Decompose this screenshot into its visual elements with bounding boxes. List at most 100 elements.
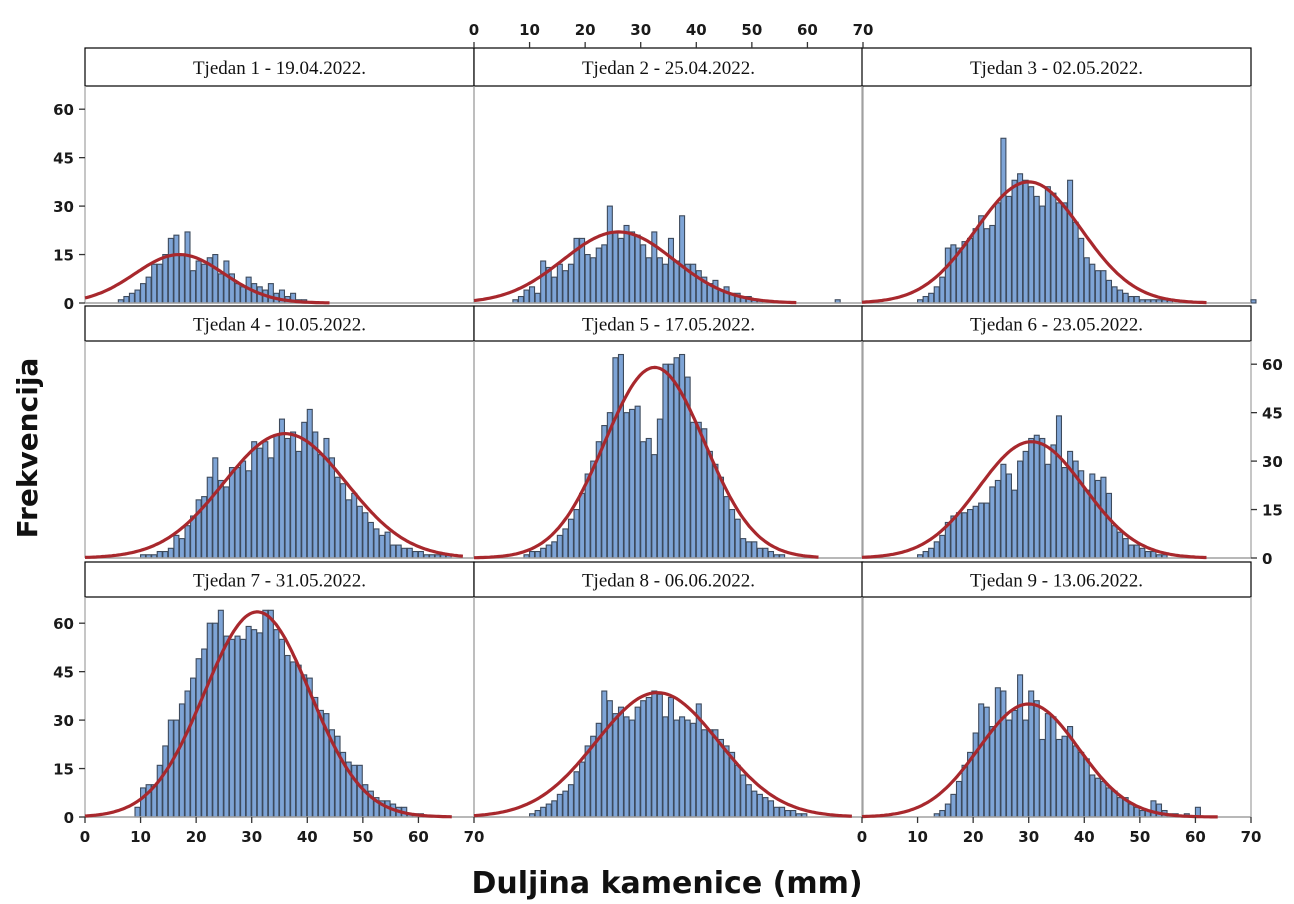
histogram-bar bbox=[201, 648, 208, 818]
histogram-bar bbox=[939, 809, 946, 818]
histogram-bar bbox=[1100, 476, 1107, 559]
histogram-bar bbox=[1111, 286, 1118, 304]
histogram-bar bbox=[228, 467, 236, 559]
histogram-bar bbox=[1133, 544, 1140, 559]
histogram-bar bbox=[1044, 463, 1051, 559]
histogram-bar bbox=[734, 764, 741, 818]
histogram-bar bbox=[961, 241, 968, 304]
histogram-bar bbox=[928, 292, 935, 304]
histogram-bar bbox=[684, 719, 691, 818]
histogram-bar bbox=[640, 441, 647, 559]
y-tick-label: 60 bbox=[53, 615, 74, 633]
histogram-bar bbox=[1033, 434, 1040, 559]
histogram-bar bbox=[961, 512, 968, 559]
histogram-bar bbox=[1033, 700, 1040, 818]
histogram-bar bbox=[290, 661, 297, 818]
histogram-bar bbox=[1061, 202, 1068, 304]
histogram-bar bbox=[284, 654, 291, 818]
histogram-bar bbox=[317, 454, 324, 559]
histogram-bar bbox=[1011, 179, 1018, 304]
histogram-bar bbox=[534, 809, 541, 818]
histogram-bar bbox=[756, 547, 763, 559]
histogram-bar bbox=[156, 263, 163, 304]
histogram-bar bbox=[944, 247, 951, 304]
histogram-bar bbox=[556, 793, 563, 818]
histogram-bar bbox=[190, 270, 197, 304]
histogram-bar bbox=[240, 638, 247, 818]
histogram-bar bbox=[1044, 186, 1051, 304]
x-tick-label: 30 bbox=[1018, 828, 1039, 846]
histogram-bar bbox=[173, 719, 180, 818]
y-tick-label: 30 bbox=[53, 712, 74, 730]
histogram-bar bbox=[1028, 690, 1035, 818]
histogram-bar bbox=[734, 518, 741, 559]
histogram-bar bbox=[190, 677, 197, 818]
histogram-bar bbox=[706, 729, 713, 818]
panel-title: Tjedan 8 - 06.06.2022. bbox=[582, 571, 755, 592]
histogram-bar bbox=[345, 499, 352, 559]
panel-title-box bbox=[861, 47, 1252, 87]
histogram-bar bbox=[656, 418, 663, 559]
histogram-bar bbox=[140, 787, 147, 818]
histogram-bar bbox=[751, 541, 758, 559]
histogram-bar bbox=[1011, 489, 1018, 559]
histogram-bar bbox=[184, 525, 191, 559]
histogram-bar bbox=[939, 276, 946, 304]
histogram-bar bbox=[573, 508, 580, 559]
histogram-bar bbox=[573, 771, 580, 818]
histogram-bar bbox=[273, 629, 280, 818]
histogram-bar bbox=[634, 405, 641, 559]
histogram-bar bbox=[756, 793, 763, 818]
histogram-bar bbox=[1072, 745, 1079, 818]
histogram-bar bbox=[972, 505, 979, 559]
histogram-bar bbox=[1000, 137, 1007, 304]
histogram-bar bbox=[1100, 270, 1107, 304]
histogram-bar bbox=[590, 257, 597, 304]
histogram-bar bbox=[723, 496, 730, 559]
histogram-bar bbox=[679, 716, 686, 818]
histogram-bar bbox=[162, 254, 169, 304]
histogram-bar bbox=[612, 357, 619, 559]
histogram-bar bbox=[195, 260, 202, 304]
histogram-bar bbox=[745, 784, 752, 818]
panel-title: Tjedan 6 - 23.05.2022. bbox=[970, 315, 1143, 336]
panels-layer: Tjedan 1 - 19.04.2022. Tjedan 2 - 25.04.2… bbox=[84, 47, 1257, 819]
histogram-bar bbox=[534, 292, 541, 304]
histogram-bar bbox=[234, 467, 241, 559]
panel-title: Tjedan 9 - 13.06.2022. bbox=[970, 571, 1143, 592]
histogram-bar bbox=[1083, 489, 1090, 559]
panel-9: Tjedan 9 - 13.06.2022. bbox=[861, 561, 1252, 819]
histogram-bar bbox=[267, 457, 274, 559]
histogram-bar bbox=[523, 289, 530, 304]
histogram-bar bbox=[328, 457, 336, 559]
x-tick-label: 40 bbox=[297, 828, 318, 846]
histogram-bar bbox=[651, 690, 658, 818]
panel-title-box bbox=[84, 561, 475, 598]
histogram-bar bbox=[994, 202, 1001, 304]
histogram-bar bbox=[656, 693, 663, 818]
histogram-bar bbox=[712, 279, 719, 304]
histogram-bar bbox=[767, 550, 775, 559]
x-tick-label: 40 bbox=[686, 21, 707, 39]
histogram-bar bbox=[629, 719, 636, 818]
histogram-bar bbox=[173, 534, 180, 559]
histogram-bar bbox=[723, 745, 730, 818]
histogram-bar bbox=[1128, 803, 1135, 818]
x-tick-label: 70 bbox=[464, 828, 485, 846]
histogram-bar bbox=[978, 215, 985, 304]
histogram-bar bbox=[301, 674, 308, 818]
histogram-bar bbox=[617, 353, 624, 559]
histogram-bar bbox=[1105, 492, 1113, 559]
histogram-bar bbox=[245, 470, 252, 559]
panel-1: Tjedan 1 - 19.04.2022. bbox=[84, 47, 475, 305]
y-axis-title: Frekvencija bbox=[11, 358, 44, 539]
x-tick-label: 30 bbox=[241, 828, 262, 846]
histogram-bar bbox=[950, 244, 957, 304]
histogram-bar bbox=[1039, 205, 1046, 304]
histogram-bar bbox=[1105, 787, 1113, 818]
histogram-bar bbox=[417, 550, 424, 559]
histogram-bar bbox=[151, 263, 158, 304]
histogram-bar bbox=[612, 231, 619, 304]
histogram-bar bbox=[751, 790, 758, 818]
histogram-bar bbox=[623, 716, 630, 818]
